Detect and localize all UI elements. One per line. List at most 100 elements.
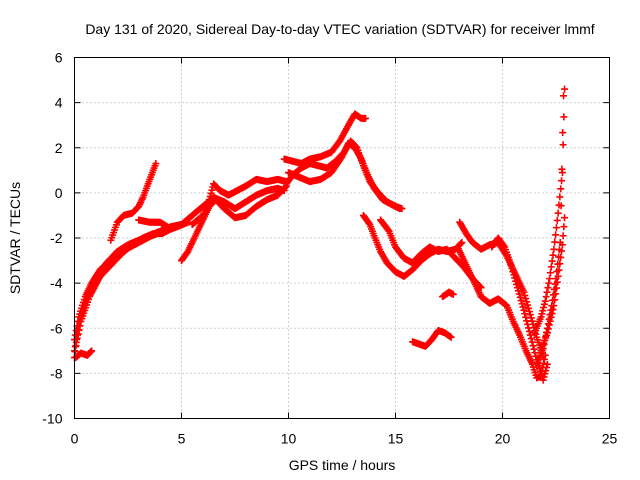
data-point <box>541 297 549 305</box>
y-tick-label: 4 <box>55 95 63 111</box>
x-tick-label: 20 <box>495 431 511 447</box>
data-point <box>554 209 562 217</box>
data-point <box>88 347 96 355</box>
data-point <box>517 297 525 305</box>
data-point <box>526 331 534 339</box>
data-point <box>559 129 567 137</box>
data-point <box>540 300 548 308</box>
data-point <box>206 192 214 200</box>
data-point <box>523 317 531 325</box>
data-point <box>515 290 523 298</box>
data-point <box>546 275 554 283</box>
data-point <box>524 320 532 328</box>
data-point <box>522 313 530 321</box>
data-point <box>532 352 540 360</box>
data-point <box>559 141 567 149</box>
data-point <box>541 336 549 344</box>
data-point <box>447 333 455 341</box>
y-tick-label: -4 <box>50 275 63 291</box>
x-tick-label: 5 <box>178 431 186 447</box>
data-point <box>552 275 560 283</box>
x-tick-label: 15 <box>388 431 404 447</box>
data-point <box>396 205 404 213</box>
data-point <box>510 271 518 279</box>
data-point <box>546 269 554 277</box>
data-point <box>205 196 213 204</box>
x-tick-label: 25 <box>602 431 618 447</box>
data-point <box>525 327 533 335</box>
y-tick-labels: -10 -8 -6 -4 -2 0 2 4 6 <box>42 50 62 427</box>
y-tick-label: 2 <box>55 140 63 156</box>
data-point <box>544 284 552 292</box>
data-point <box>560 223 568 231</box>
data-point <box>543 364 551 372</box>
data-point <box>557 202 565 210</box>
data-point <box>524 324 532 332</box>
data-point <box>561 214 569 222</box>
x-tick-labels: 0 5 10 15 20 25 <box>71 431 618 447</box>
data-point <box>362 114 370 122</box>
x-axis-label: GPS time / hours <box>289 457 396 473</box>
data-point <box>527 335 535 343</box>
data-point <box>541 370 549 378</box>
data-point <box>518 300 526 308</box>
data-point <box>457 239 465 247</box>
grid-lines <box>74 57 610 419</box>
data-point <box>537 313 545 321</box>
data-point <box>545 315 553 323</box>
data-point <box>542 332 550 340</box>
data-point <box>561 85 569 93</box>
data-point <box>72 327 80 335</box>
data-point <box>526 311 534 319</box>
y-tick-label: -6 <box>50 320 63 336</box>
data-point <box>207 189 215 197</box>
data-point <box>560 113 568 121</box>
data-point <box>523 298 531 306</box>
data-point <box>558 177 566 185</box>
data-point <box>559 232 567 240</box>
y-tick-label: 0 <box>55 185 63 201</box>
plot-frame <box>74 57 610 419</box>
data-point <box>543 360 551 368</box>
data-point <box>540 340 548 348</box>
data-point <box>539 307 547 315</box>
data-point <box>549 296 557 304</box>
data-point <box>552 224 560 232</box>
y-axis-label: SDTVAR / TECUs <box>7 182 23 294</box>
data-point <box>521 310 529 318</box>
y-tick-label: -2 <box>50 230 63 246</box>
data-point <box>547 263 555 271</box>
data-point <box>508 264 516 272</box>
data-point <box>554 260 562 268</box>
data-point <box>539 376 547 384</box>
data-point <box>525 307 533 315</box>
data-point <box>543 324 551 332</box>
data-point <box>458 239 466 247</box>
data-point <box>558 165 566 173</box>
data-point <box>522 295 530 303</box>
data-point <box>539 345 547 353</box>
data-point <box>511 274 519 282</box>
data-point <box>543 288 551 296</box>
data-point <box>543 328 551 336</box>
data-point <box>547 306 555 314</box>
data-point <box>553 267 561 275</box>
data-point <box>509 268 517 276</box>
data-point <box>546 311 554 319</box>
data-point <box>519 303 527 311</box>
data-point <box>520 288 528 296</box>
data-point <box>531 349 539 357</box>
data-point <box>152 160 160 168</box>
data-point <box>524 301 532 309</box>
data-point <box>549 291 557 299</box>
data-point <box>71 343 79 351</box>
data-point <box>550 285 558 293</box>
data-point <box>540 355 548 363</box>
data-point <box>540 303 548 311</box>
chart-title: Day 131 of 2020, Sidereal Day-to-day VTE… <box>85 21 594 37</box>
y-tick-label: 6 <box>55 50 63 66</box>
data-point <box>524 304 532 312</box>
data-point <box>540 359 548 367</box>
data-point <box>208 186 216 194</box>
